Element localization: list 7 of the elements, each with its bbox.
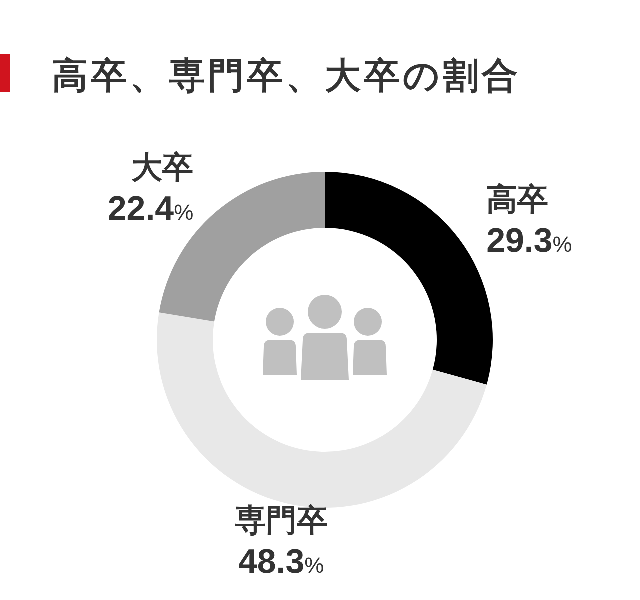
data-label: 48.3%: [238, 543, 324, 582]
slice-label: 専門卒: [234, 503, 328, 538]
slice-label: 高卒: [486, 182, 549, 218]
data-label: 22.4%: [108, 190, 194, 228]
slice-label: 大卒: [132, 150, 194, 186]
data-label: 29.3%: [486, 222, 572, 260]
chart-title: 高卒、専門卒、大卒の割合: [52, 55, 521, 96]
